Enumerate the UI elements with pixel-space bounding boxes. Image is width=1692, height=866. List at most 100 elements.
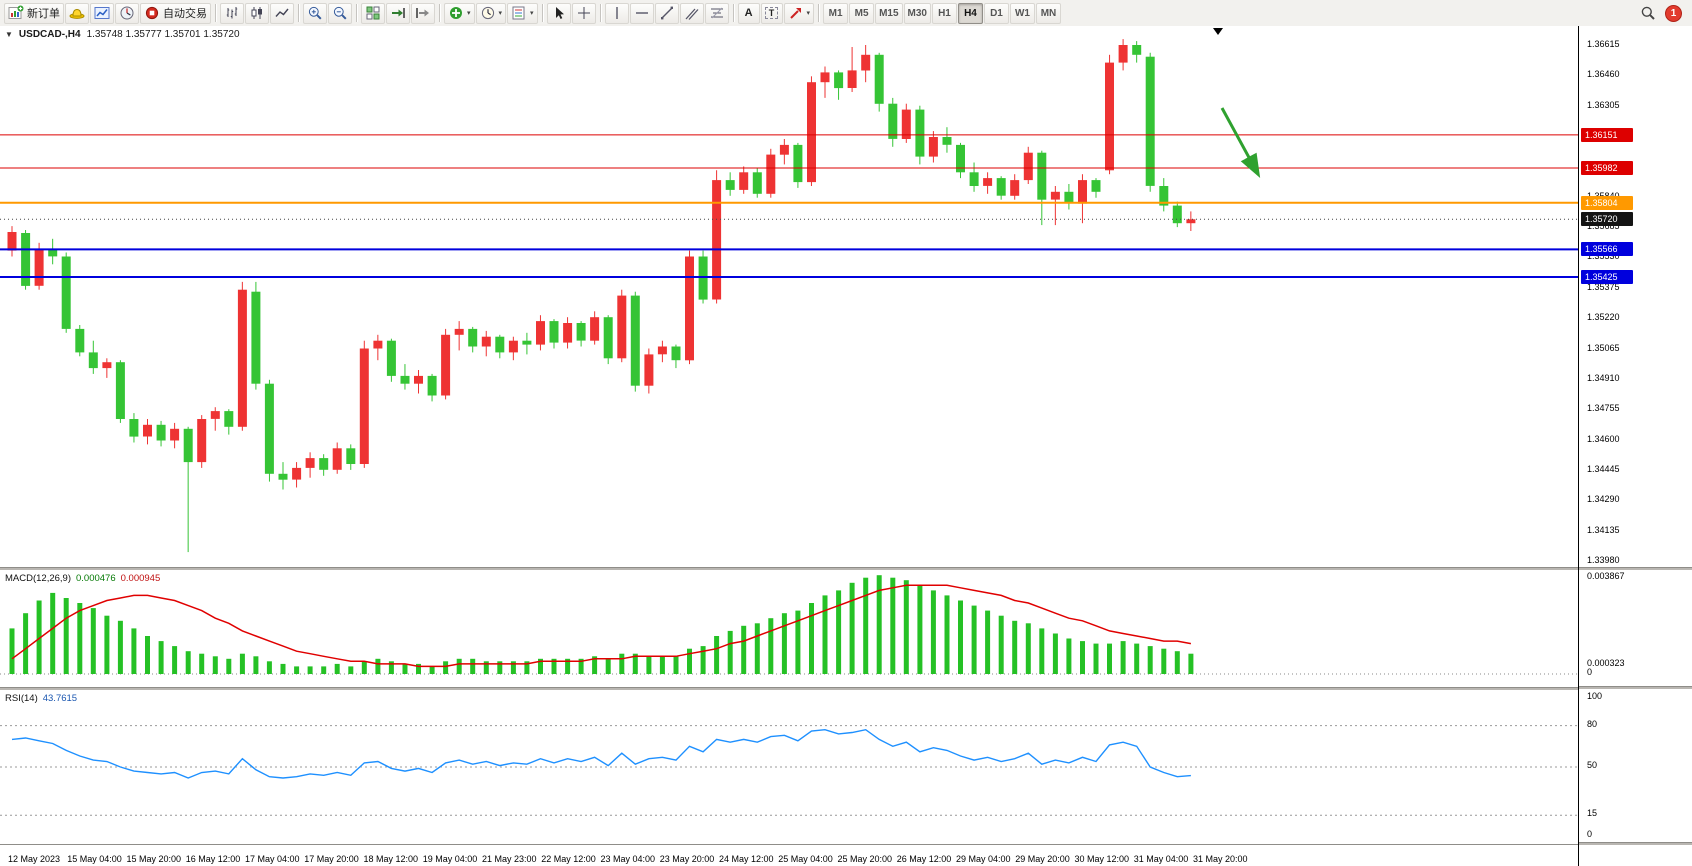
chevron-down-icon: ▾ <box>530 9 534 17</box>
new-order-button[interactable]: 新订单 <box>4 2 64 24</box>
trendline-icon <box>659 5 675 21</box>
timeframe-button-m5[interactable]: M5 <box>849 2 875 24</box>
text-label-button[interactable]: T <box>760 2 783 24</box>
time-axis-label: 21 May 23:00 <box>482 854 537 864</box>
one-click-trading-icon[interactable]: ▼ <box>5 30 13 39</box>
price-tick-label: 1.34600 <box>1587 433 1620 444</box>
toolbar: 新订单 自动交易 <box>0 0 1692 27</box>
toolbar-separator <box>599 4 601 22</box>
price-tick-label: 1.35840 <box>1587 191 1620 201</box>
candlestick-icon <box>249 5 265 21</box>
chart-shift-button[interactable] <box>411 2 435 24</box>
timeframe-button-m15[interactable]: M15 <box>875 2 903 24</box>
time-axis-label: 29 May 04:00 <box>956 854 1011 864</box>
vertical-line-button[interactable] <box>604 2 629 24</box>
rsi-label-row: RSI(14) 43.7615 <box>5 693 77 704</box>
clock-icon <box>480 5 496 21</box>
text-button[interactable]: A <box>737 2 760 24</box>
time-axis-label: 22 May 12:00 <box>541 854 596 864</box>
rsi-value: 43.7615 <box>42 693 78 704</box>
arrow-object-icon <box>788 5 804 21</box>
price-line-badge: 1.35982 <box>1581 160 1633 175</box>
trendline-button[interactable] <box>654 2 679 24</box>
channel-icon <box>684 5 700 21</box>
price-tick-label: 1.36305 <box>1587 99 1620 110</box>
chart-symbol-period: USDCAD-,H4 <box>18 29 81 40</box>
search-button[interactable] <box>1637 3 1659 24</box>
bar-chart-button[interactable] <box>220 2 244 24</box>
rsi-scale-label: 100 <box>1587 691 1603 701</box>
time-axis-label: 31 May 04:00 <box>1133 854 1189 864</box>
panel-separator[interactable] <box>0 567 1578 570</box>
macd-panel[interactable]: MACD(12,26,9) 0.000476 0.000945 <box>0 570 1578 687</box>
crosshair-icon <box>576 5 592 21</box>
price-line-badge: 1.35720 <box>1581 212 1633 227</box>
price-tick-label: 1.36615 <box>1587 39 1620 49</box>
price-tick-label: 1.34910 <box>1587 372 1620 383</box>
time-axis-label: 31 May 20:00 <box>1193 854 1248 864</box>
metaeditor-button[interactable] <box>65 2 89 24</box>
templates-button[interactable]: ▾ <box>507 2 538 24</box>
indicators-button[interactable]: ▾ <box>444 2 475 24</box>
timeframe-button-m30[interactable]: M30 <box>903 2 931 24</box>
rsi-scale-label: 80 <box>1587 718 1598 729</box>
time-axis[interactable]: 12 May 2023 15 May 04:00 15 May 20:00 16 Ma… <box>0 844 1578 866</box>
cursor-icon <box>551 5 567 21</box>
timeframe-button-h4[interactable]: H4 <box>957 2 983 24</box>
macd-chart-svg <box>0 575 1578 675</box>
price-line-badge: 1.35566 <box>1581 242 1633 257</box>
macd-scale-low: 0.000323 <box>1587 658 1625 668</box>
zoom-in-button[interactable] <box>303 2 327 24</box>
price-chart-svg <box>0 28 1578 553</box>
new-order-icon <box>8 5 24 21</box>
zoom-out-button[interactable] <box>328 2 352 24</box>
notification-badge[interactable]: 1 <box>1665 4 1682 22</box>
price-tick-label: 1.36460 <box>1587 69 1620 80</box>
macd-scale-max: 0.003867 <box>1587 571 1625 581</box>
auto-scroll-button[interactable] <box>386 2 410 24</box>
periods-button[interactable]: ▾ <box>475 2 507 24</box>
equidistant-channel-button[interactable] <box>679 2 704 24</box>
new-order-label: 新订单 <box>27 8 60 20</box>
market-watch-button[interactable] <box>90 2 114 24</box>
price-tick-label: 1.35685 <box>1587 221 1620 232</box>
timeframe-button-m1[interactable]: M1 <box>823 2 849 24</box>
price-tick-label: 1.35530 <box>1587 251 1620 262</box>
cursor-button[interactable] <box>546 2 571 24</box>
candlestick-chart-button[interactable] <box>245 2 269 24</box>
timeframe-button-mn[interactable]: MN <box>1035 2 1061 24</box>
timeframe-button-h1[interactable]: H1 <box>931 2 957 24</box>
rsi-chart-svg <box>0 725 1578 816</box>
timeframe-button-w1[interactable]: W1 <box>1009 2 1035 24</box>
panel-separator[interactable] <box>0 687 1578 690</box>
line-chart-button[interactable] <box>270 2 294 24</box>
price-line-badge: 1.35425 <box>1581 270 1633 285</box>
crosshair-button[interactable] <box>571 2 596 24</box>
strategy-tester-button[interactable] <box>115 2 139 24</box>
price-tick-label: 1.35220 <box>1587 312 1620 323</box>
zoom-in-icon <box>307 5 323 21</box>
horizontal-line-button[interactable] <box>629 2 654 24</box>
price-tick-label: 1.34755 <box>1587 403 1620 414</box>
toolbar-separator <box>732 4 734 22</box>
price-axis[interactable]: 1.36615 1.36460 1.36305 1.35840 1.35685 1.355… <box>1578 26 1692 866</box>
fibonacci-button[interactable] <box>704 2 729 24</box>
time-axis-label: 23 May 04:00 <box>600 854 656 864</box>
price-line-badge: 1.35804 <box>1581 195 1633 210</box>
rsi-panel[interactable]: RSI(14) 43.7615 <box>0 690 1578 844</box>
main-chart-panel[interactable]: ▼ USDCAD-,H4 1.35748 1.35777 1.35701 1.3… <box>0 26 1578 567</box>
time-axis-label: 17 May 20:00 <box>304 854 359 864</box>
tile-windows-button[interactable] <box>361 2 385 24</box>
time-axis-label: 15 May 20:00 <box>126 854 182 864</box>
macd-value-main: 0.000476 <box>76 573 116 584</box>
text-label-icon: T <box>764 7 779 19</box>
tile-windows-icon <box>365 5 381 21</box>
price-tick-label: 1.34135 <box>1587 524 1620 535</box>
toolbar-separator <box>215 4 216 22</box>
auto-trading-button[interactable]: 自动交易 <box>140 2 211 24</box>
macd-label-row: MACD(12,26,9) 0.000476 0.000945 <box>5 573 160 584</box>
timeframe-button-d1[interactable]: D1 <box>983 2 1009 24</box>
arrows-button[interactable]: ▾ <box>783 2 815 24</box>
price-line-badge: 1.36151 <box>1581 127 1633 142</box>
